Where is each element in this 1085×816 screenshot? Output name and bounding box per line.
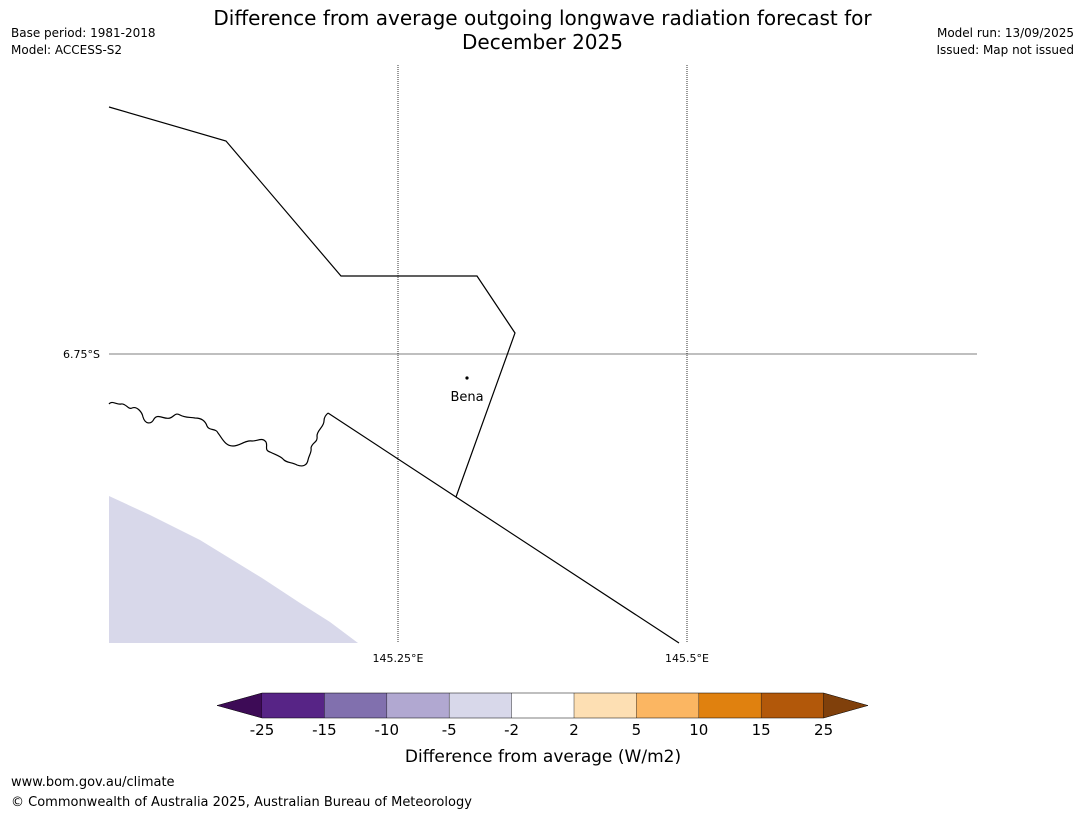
colorbar-tick: 15 [752, 721, 771, 739]
colorbar-segment-3 [386, 693, 450, 718]
colorbar-label: Difference from average (W/m2) [405, 747, 681, 767]
colorbar-extend-low [216, 692, 263, 719]
colorbar-segment-8 [698, 693, 762, 718]
colorbar-tick: -10 [375, 721, 400, 739]
lat-label: 6.75°S [63, 348, 100, 361]
title-line-1: Difference from average outgoing longwav… [213, 6, 872, 30]
province-boundary-north [108, 106, 516, 498]
colorbar-tick: 5 [632, 721, 642, 739]
town-marker-bena [465, 376, 469, 380]
issued-text: Issued: Map not issued [936, 43, 1074, 57]
colorbar-tick: 25 [814, 721, 833, 739]
footer-copyright: © Commonwealth of Australia 2025, Austra… [11, 795, 472, 810]
model-run-text: Model run: 13/09/2025 [936, 26, 1074, 40]
colorbar-tick: 10 [689, 721, 708, 739]
colorbar-segment-5 [511, 693, 574, 718]
footer-url: www.bom.gov.au/climate [11, 775, 175, 790]
model-text: Model: ACCESS-S2 [11, 43, 123, 57]
lon-label-145-5: 145.5°E [665, 652, 709, 665]
meta-right: Model run: 13/09/2025 Issued: Map not is… [936, 25, 1074, 59]
title-line-2: December 2025 [462, 30, 623, 54]
colorbar-tick: -2 [504, 721, 519, 739]
colorbar-tick: -25 [250, 721, 275, 739]
colorbar-segment-7 [636, 693, 699, 718]
colorbar-segment-6 [574, 693, 637, 718]
shaded-region [109, 496, 358, 643]
colorbar-extend-high [823, 692, 869, 719]
base-period-text: Base period: 1981-2018 [11, 26, 156, 40]
colorbar-tick: 2 [569, 721, 579, 739]
town-label-bena: Bena [450, 390, 483, 405]
colorbar: -25 -15 -10 -5 -2 2 5 10 15 25 Differenc… [216, 692, 869, 767]
river-boundary [108, 401, 329, 467]
lon-label-145-25: 145.25°E [373, 652, 424, 665]
colorbar-segment-9 [761, 693, 824, 718]
colorbar-segment-4 [449, 693, 512, 718]
map-title: Difference from average outgoing longwav… [170, 6, 915, 54]
colorbar-segment-1 [262, 693, 325, 718]
meta-left: Base period: 1981-2018 Model: ACCESS-S2 [11, 25, 156, 59]
province-boundary-south [327, 412, 680, 644]
colorbar-tick: -15 [312, 721, 337, 739]
colorbar-segment-2 [324, 693, 387, 718]
colorbar-tick: -5 [442, 721, 457, 739]
